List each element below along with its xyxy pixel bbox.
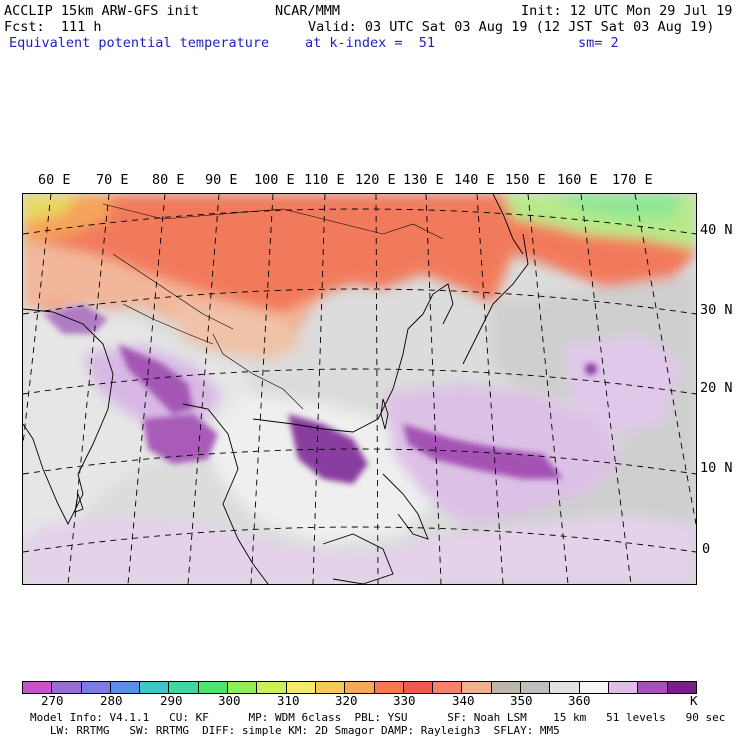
border-indochina [212, 333, 304, 410]
lilac-region-south [23, 514, 696, 584]
colorbar [22, 681, 697, 694]
convection-arabian-sea [43, 304, 108, 334]
lat-label: 10 N [700, 460, 733, 476]
colorbar-swatch [169, 682, 199, 693]
lon-label: 170 E [612, 172, 653, 188]
lon-label: 150 E [505, 172, 546, 188]
graticule [23, 194, 696, 584]
coastline-japan [462, 233, 529, 365]
convection-philippine-sea [403, 424, 563, 479]
lon-label: 90 E [205, 172, 238, 188]
coastline-india [23, 308, 114, 526]
lon-label: 70 E [96, 172, 129, 188]
organization-label: NCAR/MMM [275, 3, 341, 19]
colorbar-swatch [198, 682, 229, 693]
gridline-lon-170 [634, 194, 696, 525]
colorbar-swatch [257, 682, 287, 693]
colorbar-swatch [52, 682, 82, 693]
colorbar-tick-label: 340 [452, 693, 475, 708]
coastline-philippines [382, 473, 429, 540]
colorbar-tick-label: 280 [100, 693, 123, 708]
lon-label: 130 E [403, 172, 444, 188]
border-mongolia [102, 203, 444, 240]
colorbar-swatch [608, 682, 639, 693]
model-title: ACCLIP 15km ARW-GFS init [4, 3, 200, 19]
model-info-line2: LW: RRTMG SW: RRTMG DIFF: simple KM: 2D … [30, 724, 560, 737]
colorbar-tick-label: 300 [218, 693, 241, 708]
colorbar-tick-label: 310 [277, 693, 300, 708]
lon-label: 110 E [304, 172, 345, 188]
theta-e-map [22, 193, 697, 585]
lon-label: 60 E [38, 172, 71, 188]
colorbar-unit-label: K [690, 693, 698, 708]
model-info-line1: Model Info: V4.1.1 CU: KF MP: WDM 6class… [30, 711, 726, 724]
coastline-south-china [252, 313, 424, 433]
colorbar-swatch [345, 682, 375, 693]
coastlines [23, 194, 529, 584]
colorbar-tick-label: 350 [510, 693, 533, 708]
colorbar-swatch [403, 682, 434, 693]
coastline-russia-pacific [492, 194, 524, 255]
country-borders [102, 203, 444, 410]
lon-label: 160 E [557, 172, 598, 188]
lon-label: 100 E [254, 172, 295, 188]
coastline-taiwan [380, 398, 389, 430]
colorbar-swatch [433, 682, 463, 693]
colorbar-swatch [491, 682, 522, 693]
colorbar-swatch [550, 682, 580, 693]
lon-label: 140 E [454, 172, 495, 188]
gridline-lon-60 [23, 194, 52, 445]
colorbar-swatch [638, 682, 668, 693]
smoothing-label: sm= 2 [578, 35, 619, 51]
colorbar-swatch [462, 682, 492, 693]
lon-label: 120 E [355, 172, 396, 188]
forecast-hour: Fcst: 111 h [4, 19, 102, 35]
valid-time: Valid: 03 UTC Sat 03 Aug 19 (12 JST Sat … [308, 19, 715, 35]
colorbar-swatch [667, 682, 696, 693]
colorbar-swatch [374, 682, 404, 693]
coastline-borneo [322, 533, 394, 584]
border-china-west [112, 253, 234, 330]
colorbar-swatch [81, 682, 111, 693]
coastline-korea [422, 283, 454, 325]
colorbar-tick-label: 330 [393, 693, 416, 708]
lon-label: 80 E [152, 172, 185, 188]
lat-label: 0 [702, 541, 711, 557]
convection-bay-of-bengal [143, 414, 218, 464]
colorbar-swatch [110, 682, 141, 693]
colorbar-swatch [286, 682, 316, 693]
colorbar-swatch [579, 682, 609, 693]
lat-label: 20 N [700, 380, 733, 396]
tibet-plateau [173, 304, 303, 359]
typhoon-core [585, 363, 597, 375]
colorbar-swatch [140, 682, 170, 693]
lat-label: 30 N [700, 302, 733, 318]
cool-region-northwest-inner [23, 194, 78, 222]
colorbar-tick-label: 320 [335, 693, 358, 708]
colorbar-tick-label: 270 [41, 693, 64, 708]
level-index: at k-index = 51 [305, 35, 436, 51]
colorbar-swatch [228, 682, 258, 693]
field-name: Equivalent potential temperature [9, 35, 270, 51]
lilac-region-east [563, 334, 683, 434]
colorbar-swatch [315, 682, 346, 693]
colorbar-swatch [521, 682, 551, 693]
colorbar-swatch [23, 682, 53, 693]
map-canvas [23, 194, 696, 584]
coastline-indochina [182, 403, 269, 584]
init-time: Init: 12 UTC Mon 29 Jul 19 [521, 3, 733, 19]
colorbar-tick-label: 290 [160, 693, 183, 708]
border-himalaya [122, 303, 214, 345]
convection-india [118, 344, 193, 414]
lat-label: 40 N [700, 222, 733, 238]
colorbar-tick-label: 360 [568, 693, 591, 708]
cool-region-northeast-inner [553, 194, 683, 219]
convection-vietnam [288, 414, 368, 484]
